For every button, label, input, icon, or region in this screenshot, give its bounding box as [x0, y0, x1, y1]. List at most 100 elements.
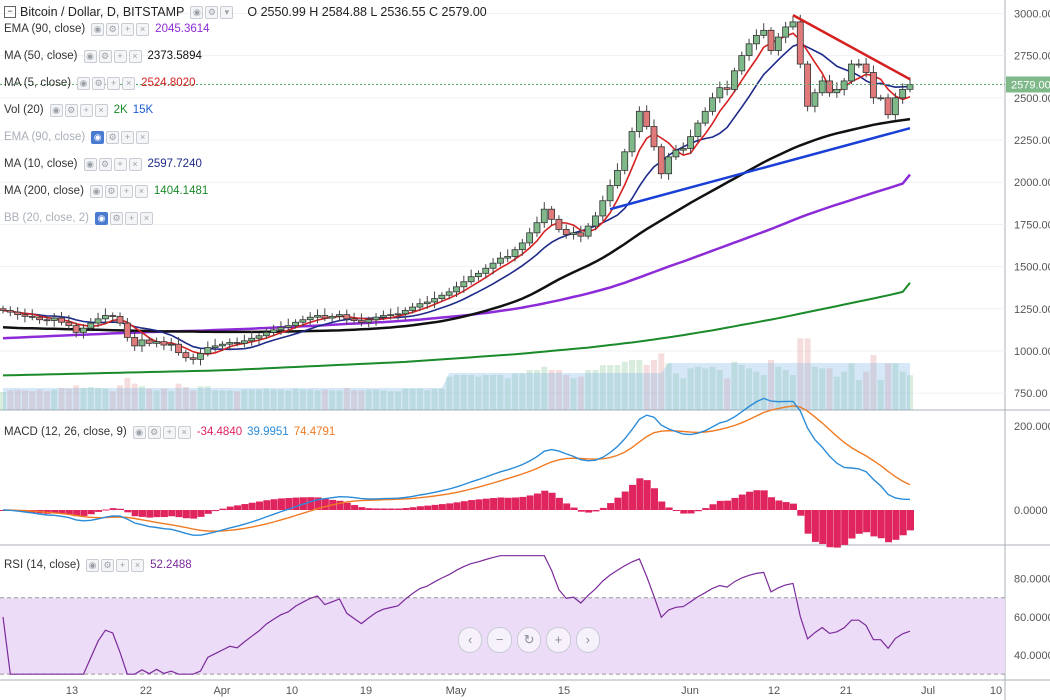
close-icon[interactable]: × [140, 211, 154, 225]
zoom-in-button[interactable]: + [546, 627, 571, 653]
candle-body [687, 136, 694, 149]
eye-icon[interactable]: ◉ [95, 211, 109, 225]
macd-histogram-bar [65, 510, 73, 515]
eye-icon[interactable]: ◉ [49, 103, 63, 117]
candle-body [445, 291, 453, 296]
settings-icon[interactable]: ⚙ [98, 157, 112, 171]
add-icon[interactable]: + [79, 103, 93, 117]
legend-row-ema90[interactable]: EMA (90, close) ◉ ⚙ + × 2045.3614 [4, 21, 215, 37]
add-icon[interactable]: + [116, 558, 130, 572]
volume-bar [36, 389, 43, 410]
close-icon[interactable]: × [128, 157, 142, 171]
add-icon[interactable]: + [121, 22, 135, 36]
symbol-controls[interactable]: ◉ ⚙ ▾ [190, 5, 234, 19]
more-icon[interactable]: ▾ [220, 5, 234, 19]
settings-icon[interactable]: ⚙ [147, 425, 161, 439]
candle-body [197, 353, 204, 360]
add-icon[interactable]: + [113, 49, 127, 63]
macd-histogram-bar [117, 508, 125, 510]
legend-row-vol[interactable]: Vol (20) ◉ ⚙ + × 2K 15K [4, 102, 158, 118]
indicator-controls[interactable]: ◉ ⚙ + × [91, 130, 150, 144]
indicator-controls[interactable]: ◉ ⚙ + × [77, 76, 136, 90]
candle-body [745, 43, 753, 57]
indicator-controls[interactable]: ◉ ⚙ + × [86, 558, 145, 572]
volume-bar [753, 371, 760, 410]
indicator-controls[interactable]: ◉ ⚙ + × [49, 103, 108, 117]
indicator-controls[interactable]: ◉ ⚙ + × [83, 157, 142, 171]
legend-row-bb[interactable]: BB (20, close, 2) ◉ ⚙ + × [4, 210, 159, 226]
collapse-icon[interactable]: − [4, 6, 16, 18]
candle-body [94, 318, 102, 324]
settings-icon[interactable]: ⚙ [64, 103, 78, 117]
macd-histogram-bar [753, 490, 761, 510]
add-icon[interactable]: + [119, 184, 133, 198]
legend-row-ema90b[interactable]: EMA (90, close) ◉ ⚙ + × [4, 129, 155, 145]
macd-histogram-bar [146, 510, 154, 518]
close-icon[interactable]: × [136, 130, 150, 144]
reset-button[interactable]: ↻ [516, 627, 542, 653]
eye-icon[interactable]: ◉ [91, 130, 105, 144]
candle-body [182, 352, 190, 359]
volume-bar [65, 388, 72, 410]
ohlc-values: O 2550.99 H 2584.88 L 2536.55 C 2579.00 [247, 5, 487, 19]
scroll-right-button[interactable]: › [575, 627, 601, 653]
close-icon[interactable]: × [131, 558, 145, 572]
eye-icon[interactable]: ◉ [190, 5, 204, 19]
macd-histogram-bar [87, 510, 95, 515]
settings-icon[interactable]: ⚙ [205, 5, 219, 19]
add-icon[interactable]: + [121, 130, 135, 144]
macd-histogram-bar [424, 505, 432, 510]
close-icon[interactable]: × [128, 49, 142, 63]
legend-row-ma10[interactable]: MA (10, close) ◉ ⚙ + × 2597.7240 [4, 156, 207, 172]
macd-histogram-bar [197, 510, 205, 517]
legend-row-rsi[interactable]: RSI (14, close) ◉ ⚙ + × 52.2488 [4, 557, 197, 573]
close-icon[interactable]: × [134, 184, 148, 198]
settings-icon[interactable]: ⚙ [104, 184, 118, 198]
volume-bar [833, 376, 840, 410]
indicator-controls[interactable]: ◉ ⚙ + × [132, 425, 191, 439]
indicator-controls[interactable]: ◉ ⚙ + × [91, 22, 150, 36]
close-icon[interactable]: × [94, 103, 108, 117]
indicator-controls[interactable]: ◉ ⚙ + × [83, 49, 142, 63]
legend-row-macd[interactable]: MACD (12, 26, close, 9) ◉ ⚙ + × -34.4840 39.99… [4, 424, 340, 440]
macd-histogram-bar [219, 508, 227, 510]
legend-row-ma50[interactable]: MA (50, close) ◉ ⚙ + × 2373.5894 [4, 48, 207, 64]
close-icon[interactable]: × [122, 76, 136, 90]
settings-icon[interactable]: ⚙ [92, 76, 106, 90]
volume-bar [146, 388, 153, 410]
close-icon[interactable]: × [136, 22, 150, 36]
eye-icon[interactable]: ◉ [91, 22, 105, 36]
legend-row-ma200[interactable]: MA (200, close) ◉ ⚙ + × 1404.1481 [4, 183, 213, 199]
settings-icon[interactable]: ⚙ [106, 130, 120, 144]
eye-icon[interactable]: ◉ [89, 184, 103, 198]
eye-icon[interactable]: ◉ [86, 558, 100, 572]
settings-icon[interactable]: ⚙ [110, 211, 124, 225]
settings-icon[interactable]: ⚙ [101, 558, 115, 572]
eye-icon[interactable]: ◉ [132, 425, 146, 439]
volume-bar [760, 375, 767, 410]
scroll-left-button[interactable]: ‹ [458, 627, 483, 653]
settings-icon[interactable]: ⚙ [98, 49, 112, 63]
add-icon[interactable]: + [162, 425, 176, 439]
add-icon[interactable]: + [113, 157, 127, 171]
eye-icon[interactable]: ◉ [83, 157, 97, 171]
rsi-tick-label: 40.0000 [1014, 650, 1050, 662]
rsi-tick-label: 80.0000 [1014, 574, 1050, 586]
add-icon[interactable]: + [107, 76, 121, 90]
macd-histogram-bar [855, 510, 863, 534]
legend-row-ma5[interactable]: MA (5, close) ◉ ⚙ + × 2524.8020 [4, 75, 200, 91]
indicator-name: EMA (90, close) [4, 23, 86, 35]
symbol-title[interactable]: − Bitcoin / Dollar, D, BITSTAMP ◉ ⚙ ▾ O 25… [4, 4, 487, 20]
candle-body [862, 63, 870, 73]
eye-icon[interactable]: ◉ [83, 49, 97, 63]
macd-histogram-bar [190, 510, 198, 519]
settings-icon[interactable]: ⚙ [106, 22, 120, 36]
macd-histogram-bar [694, 510, 702, 512]
add-icon[interactable]: + [125, 211, 139, 225]
indicator-controls[interactable]: ◉ ⚙ + × [89, 184, 148, 198]
close-icon[interactable]: × [177, 425, 191, 439]
indicator-controls[interactable]: ◉ ⚙ + × [95, 211, 154, 225]
eye-icon[interactable]: ◉ [77, 76, 91, 90]
zoom-out-button[interactable]: − [487, 627, 512, 653]
